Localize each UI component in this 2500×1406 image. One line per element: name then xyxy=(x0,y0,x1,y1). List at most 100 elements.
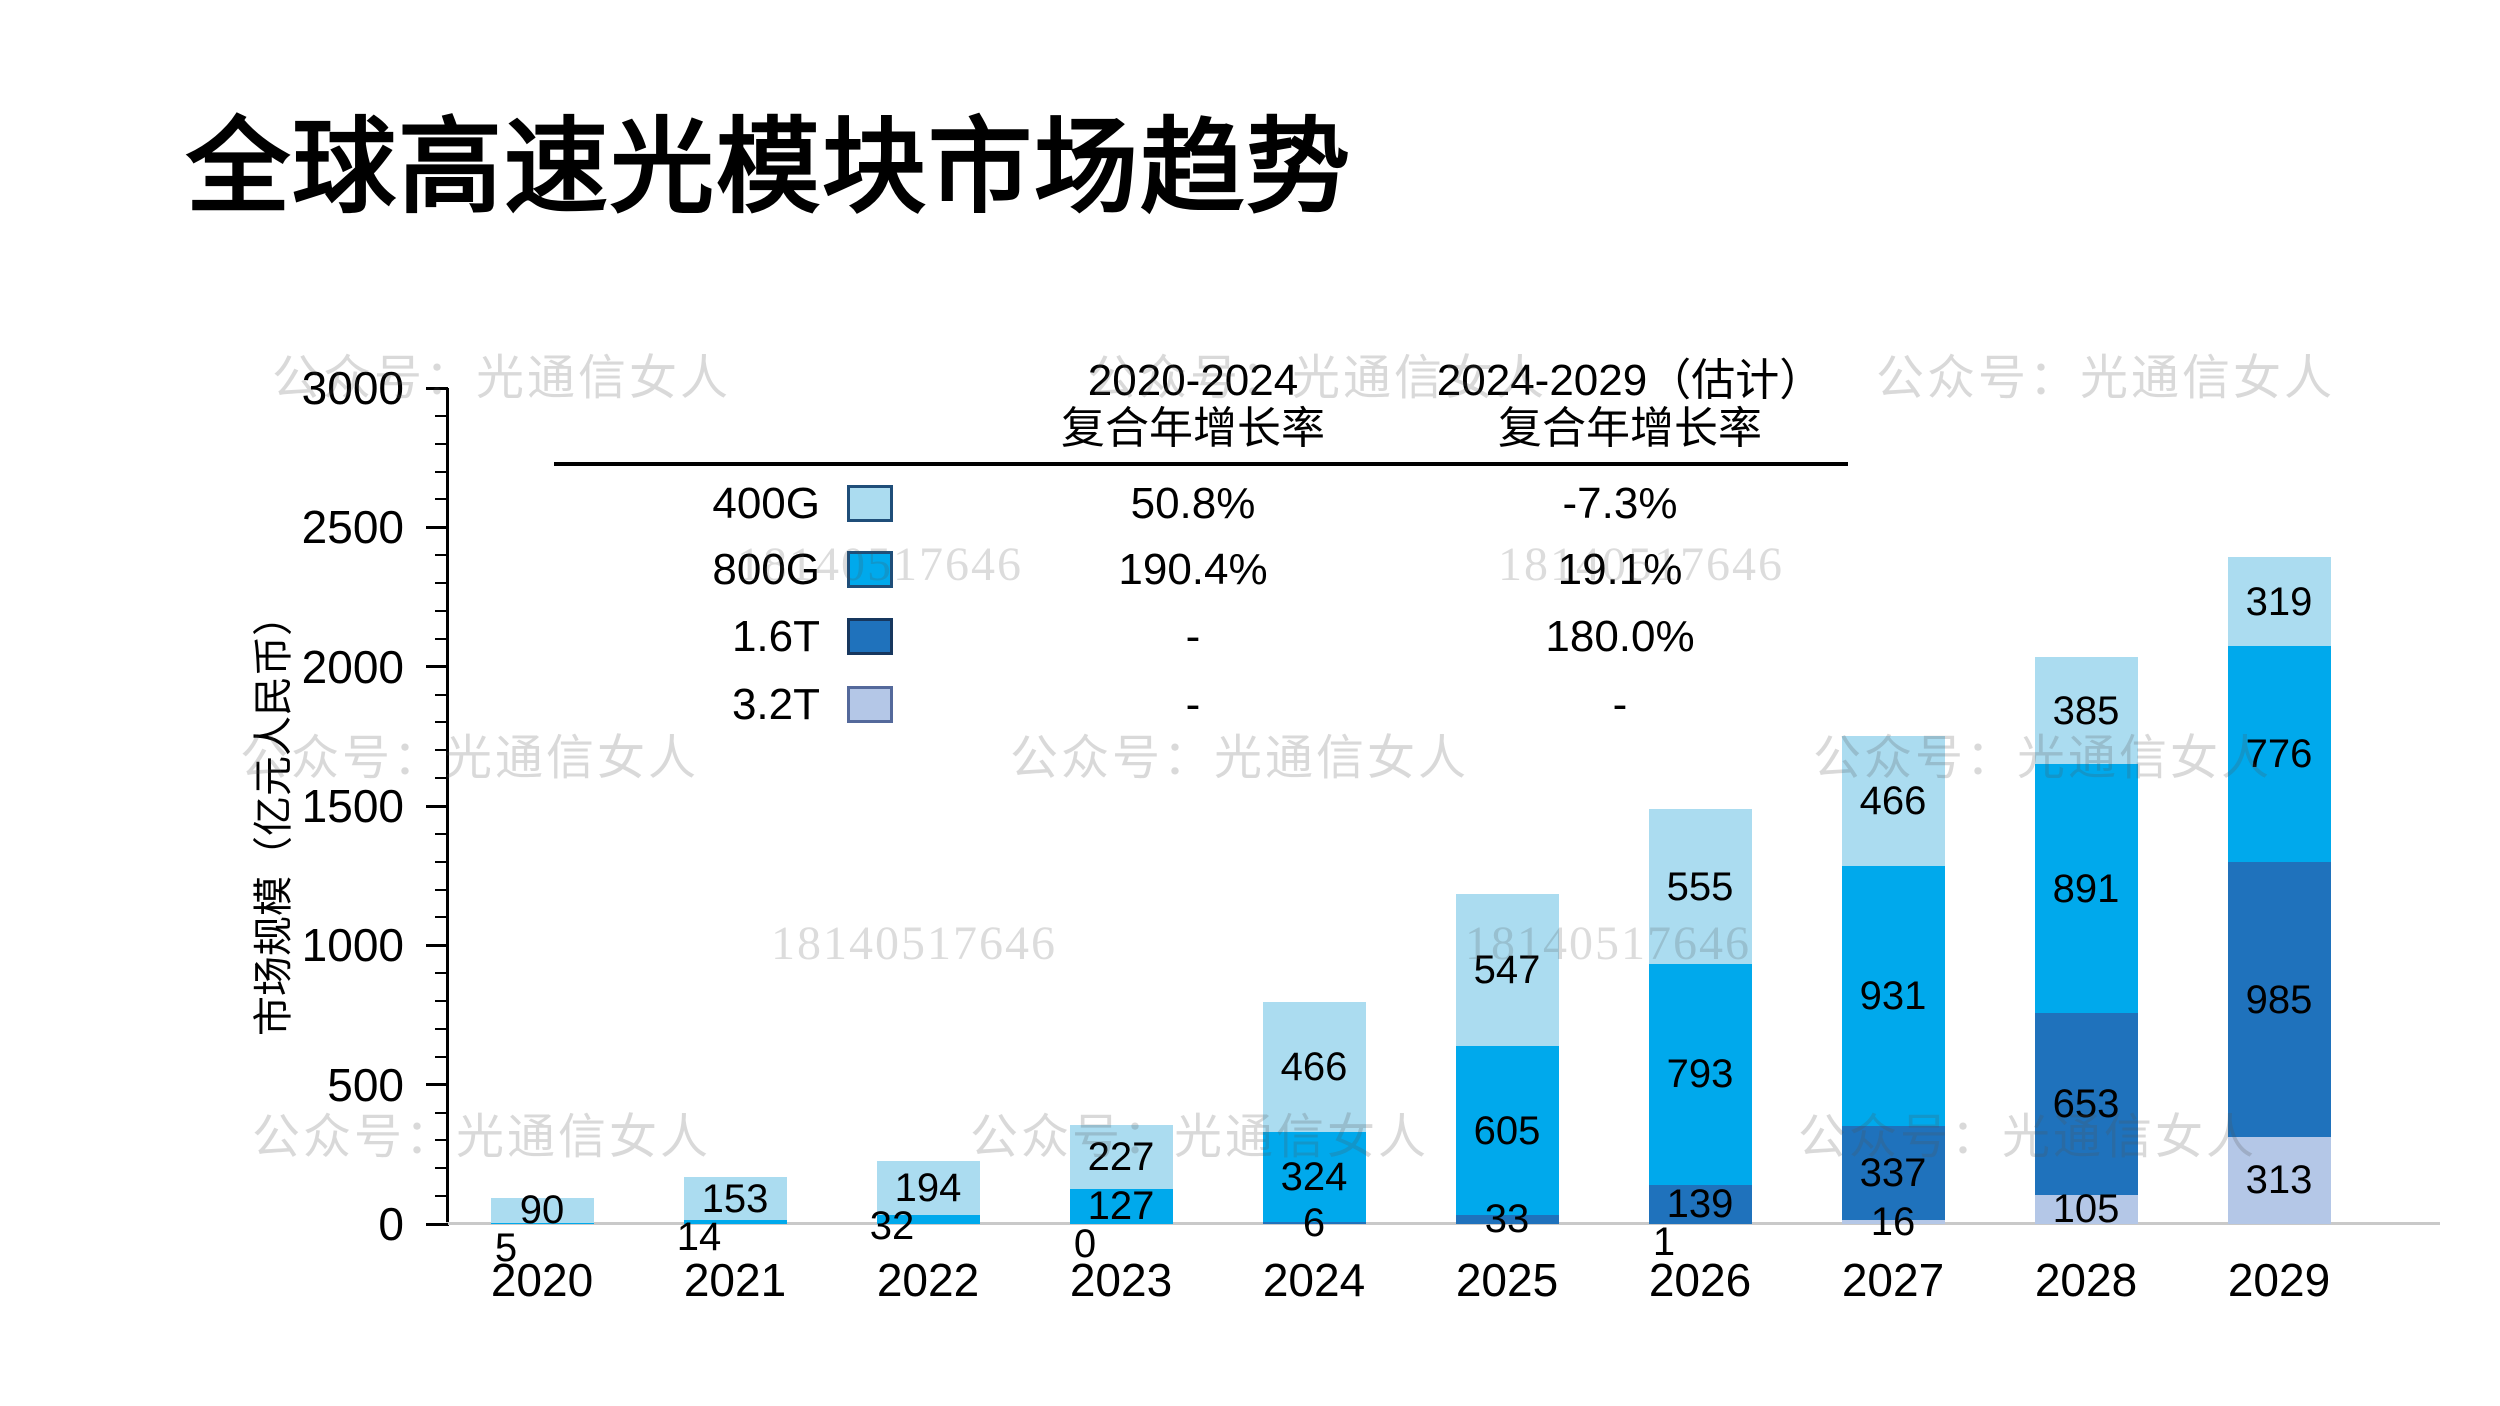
legend-label-800G: 800G xyxy=(712,545,820,594)
bar-value-label-400G-2029: 319 xyxy=(2245,579,2313,624)
bar-segment-400G-2022 xyxy=(876,1161,980,1216)
bar-value-label-1.6T-2028: 653 xyxy=(2052,1081,2120,1126)
y-major-tick xyxy=(426,525,448,529)
x-tick-label-2025: 2025 xyxy=(1455,1254,1559,1306)
y-minor-tick xyxy=(435,860,448,863)
bar-value-label-400G-2025: 547 xyxy=(1473,947,1541,992)
bar-value-label-3.2T-2027: 16 xyxy=(1870,1199,1916,1244)
bar-value-label-1.6T-2026: 139 xyxy=(1666,1182,1734,1227)
bar-value-label-400G-2021: 153 xyxy=(701,1176,769,1221)
y-minor-tick xyxy=(435,693,448,696)
bar-segment-1.6T-2025 xyxy=(1455,1214,1559,1224)
bar-segment-1.6T-2024 xyxy=(1262,1222,1366,1224)
bar-segment-800G-2020 xyxy=(490,1222,594,1224)
bar-segment-800G-2024 xyxy=(1262,1132,1366,1223)
y-minor-tick xyxy=(435,1139,448,1142)
bar-value-label-800G-2022: 32 xyxy=(869,1204,915,1249)
y-minor-tick xyxy=(435,442,448,445)
y-minor-tick xyxy=(435,777,448,780)
growth-value-400G-col2: -7.3% xyxy=(1562,479,1678,528)
y-minor-tick xyxy=(435,554,448,557)
bar-value-label-800G-2024: 324 xyxy=(1280,1155,1348,1200)
y-minor-tick xyxy=(435,609,448,612)
growth-value-800G-col2: 19.1% xyxy=(1557,545,1683,594)
x-tick-label-2021: 2021 xyxy=(683,1254,787,1306)
bar-segment-800G-2026 xyxy=(1648,964,1752,1185)
legend-swatch-1.6T xyxy=(847,618,893,655)
y-minor-tick xyxy=(435,721,448,724)
bar-value-label-800G-2021: 14 xyxy=(676,1214,722,1259)
bar-value-label-400G-2022: 194 xyxy=(894,1166,962,1211)
bar-segment-800G-2022 xyxy=(876,1215,980,1224)
bar-value-label-400G-2026: 555 xyxy=(1666,864,1734,909)
growth-value-800G-col1: 190.4% xyxy=(1118,545,1268,594)
growth-table-col1-header: 2020-2024 xyxy=(1087,356,1299,405)
y-tick-label: 2500 xyxy=(301,501,404,554)
bar-value-label-800G-2027: 931 xyxy=(1859,973,1927,1018)
bar-segment-1.6T-2026 xyxy=(1648,1184,1752,1224)
watermark-phone: 18140517646 xyxy=(771,917,1057,970)
y-minor-tick xyxy=(435,637,448,640)
bar-value-label-400G-2023: 227 xyxy=(1087,1134,1155,1179)
y-tick-label: 1000 xyxy=(301,919,404,972)
watermark-wechat: 公众号：光通信女人 xyxy=(1876,352,2336,405)
growth-value-1.6T-col1: - xyxy=(1185,612,1201,661)
y-tick-label: 1500 xyxy=(301,780,404,832)
growth-value-3.2T-col1: - xyxy=(1185,680,1201,729)
y-major-tick xyxy=(426,1083,448,1087)
bar-segment-400G-2021 xyxy=(683,1177,787,1221)
bar-value-label-1.6T-2029: 985 xyxy=(2245,977,2313,1022)
bar-segment-800G-2023 xyxy=(1069,1188,1173,1224)
y-major-tick xyxy=(426,665,448,669)
bar-value-label-400G-2027: 466 xyxy=(1859,779,1927,824)
legend-swatch-400G xyxy=(847,485,893,522)
y-minor-tick xyxy=(435,972,448,975)
bar-value-label-1.6T-2023: 0 xyxy=(1073,1222,1097,1267)
y-minor-tick xyxy=(435,749,448,752)
y-minor-tick xyxy=(435,888,448,891)
bar-segment-400G-2023 xyxy=(1069,1125,1173,1189)
bar-value-label-800G-2023: 127 xyxy=(1087,1184,1155,1229)
bar-value-label-3.2T-2028: 105 xyxy=(2052,1187,2120,1232)
bar-segment-1.6T-2029 xyxy=(2227,862,2331,1137)
legend-swatch-3.2T xyxy=(847,686,893,723)
legend-label-1.6T: 1.6T xyxy=(731,612,820,661)
y-major-tick xyxy=(426,386,448,390)
y-tick-label: 2000 xyxy=(301,640,404,693)
growth-value-400G-col1: 50.8% xyxy=(1130,479,1256,528)
bar-value-label-400G-2024: 466 xyxy=(1280,1045,1348,1090)
bar-segment-400G-2025 xyxy=(1455,893,1559,1047)
bar-value-label-3.2T-2029: 313 xyxy=(2245,1158,2313,1203)
bar-value-label-1.6T-2025: 33 xyxy=(1484,1197,1530,1242)
bar-segment-400G-2024 xyxy=(1262,1002,1366,1133)
bar-segment-3.2T-2028 xyxy=(2034,1194,2138,1224)
bar-value-label-400G-2020: 90 xyxy=(519,1188,565,1233)
watermark-wechat: 公众号：光通信女人 xyxy=(1010,732,1470,785)
y-minor-tick xyxy=(435,832,448,835)
bar-segment-3.2T-2027 xyxy=(1841,1219,1945,1224)
bar-value-label-400G-2028: 385 xyxy=(2052,688,2120,733)
y-minor-tick xyxy=(435,1055,448,1058)
x-tick-label-2020: 2020 xyxy=(490,1254,594,1306)
y-tick-label: 3000 xyxy=(301,362,404,414)
bar-value-label-800G-2025: 605 xyxy=(1473,1108,1541,1153)
bar-segment-800G-2025 xyxy=(1455,1046,1559,1215)
bar-segment-400G-2029 xyxy=(2227,557,2331,647)
x-tick-label-2024: 2024 xyxy=(1262,1254,1366,1306)
legend-label-3.2T: 3.2T xyxy=(731,680,820,729)
y-minor-tick xyxy=(435,1000,448,1003)
bar-value-label-1.6T-2024: 6 xyxy=(1302,1201,1326,1246)
page-title: 全球高速光模块市场趋势 xyxy=(186,110,1353,226)
bar-segment-800G-2028 xyxy=(2034,764,2138,1013)
x-tick-label-2028: 2028 xyxy=(2034,1254,2138,1306)
bar-segment-3.2T-2029 xyxy=(2227,1136,2331,1224)
y-minor-tick xyxy=(435,470,448,473)
bar-segment-400G-2026 xyxy=(1648,809,1752,964)
growth-table-col2-header: 2024-2029（估计） xyxy=(1436,356,1824,405)
y-minor-tick xyxy=(435,498,448,501)
growth-value-3.2T-col2: - xyxy=(1612,680,1628,729)
x-tick-label-2022: 2022 xyxy=(876,1254,980,1306)
y-minor-tick xyxy=(435,414,448,417)
x-tick-label-2026: 2026 xyxy=(1648,1254,1752,1306)
